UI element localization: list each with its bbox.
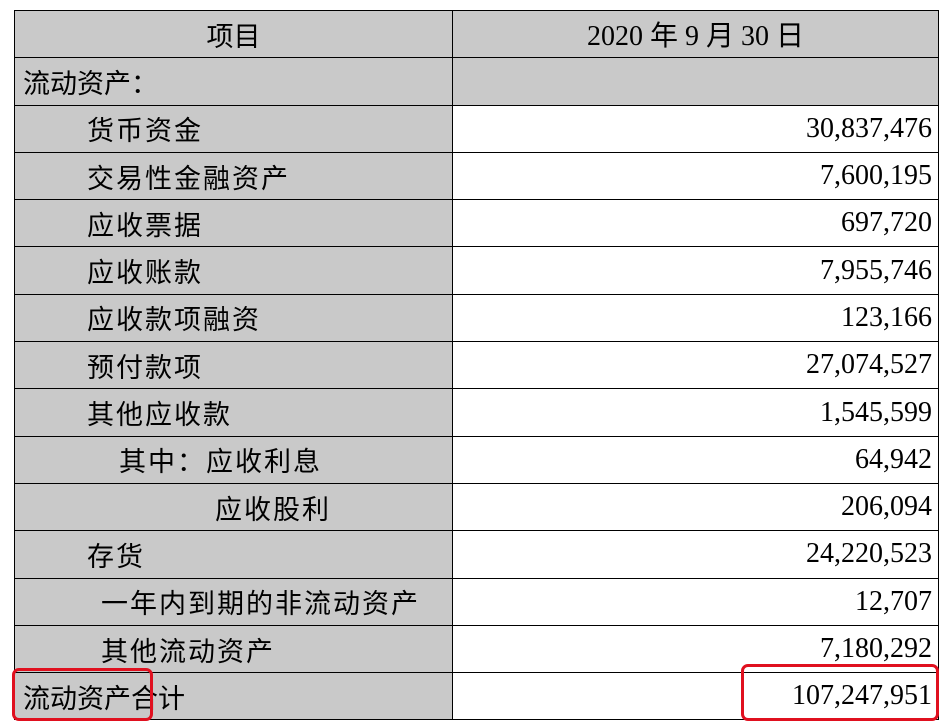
- row-label-prepayments: 预付款项: [14, 341, 453, 390]
- row-label-accounts-receivable: 应收账款: [14, 246, 453, 295]
- row-label-total-current-assets: 流动资产合计: [14, 672, 453, 721]
- row-label-cash: 货币资金: [14, 104, 453, 153]
- table-header-row: 项目 2020 年 9 月 30 日: [14, 9, 939, 59]
- table-row: 其他应收款 1,545,599: [14, 388, 939, 437]
- table-row: 交易性金融资产 7,600,195: [14, 151, 939, 201]
- table-row: 流动资产合计 107,247,951: [14, 672, 939, 721]
- row-value-prepayments: 27,074,527: [452, 341, 939, 390]
- row-label-inventory: 存货: [14, 530, 453, 579]
- row-value-noncurrent-due-within-year: 12,707: [452, 577, 939, 626]
- row-value-receivables-financing: 123,166: [452, 293, 939, 343]
- column-header-item: 项目: [14, 9, 453, 59]
- table-row: 存货 24,220,523: [14, 530, 939, 579]
- row-value-current-assets: [452, 57, 939, 106]
- table-row: 其中：应收利息 64,942: [14, 435, 939, 484]
- row-value-interest-receivable: 64,942: [452, 435, 939, 484]
- table-row: 货币资金 30,837,476: [14, 104, 939, 153]
- current-assets-table: 项目 2020 年 9 月 30 日 流动资产： 货币资金 30,837,476…: [14, 9, 939, 721]
- table-row: 一年内到期的非流动资产 12,707: [14, 577, 939, 626]
- row-value-other-current-assets: 7,180,292: [452, 624, 939, 674]
- row-label-current-assets: 流动资产：: [14, 57, 453, 106]
- table-row: 应收股利 206,094: [14, 482, 939, 532]
- row-label-receivables-financing: 应收款项融资: [14, 293, 453, 343]
- row-label-interest-receivable: 其中：应收利息: [14, 435, 453, 484]
- table-row: 预付款项 27,074,527: [14, 341, 939, 390]
- row-label-dividends-receivable: 应收股利: [14, 482, 453, 532]
- table-row: 流动资产：: [14, 57, 939, 106]
- table-row: 应收账款 7,955,746: [14, 246, 939, 295]
- row-value-other-receivables: 1,545,599: [452, 388, 939, 437]
- row-label-trading-financial-assets: 交易性金融资产: [14, 151, 453, 201]
- row-value-accounts-receivable: 7,955,746: [452, 246, 939, 295]
- row-value-total-current-assets: 107,247,951: [452, 672, 939, 721]
- row-value-cash: 30,837,476: [452, 104, 939, 153]
- row-label-other-receivables: 其他应收款: [14, 388, 453, 437]
- balance-sheet: 项目 2020 年 9 月 30 日 流动资产： 货币资金 30,837,476…: [14, 9, 939, 721]
- table-row: 应收款项融资 123,166: [14, 293, 939, 343]
- row-label-notes-receivable: 应收票据: [14, 199, 453, 248]
- row-value-trading-financial-assets: 7,600,195: [452, 151, 939, 201]
- row-value-dividends-receivable: 206,094: [452, 482, 939, 532]
- column-header-date: 2020 年 9 月 30 日: [452, 9, 939, 59]
- row-label-other-current-assets: 其他流动资产: [14, 624, 453, 674]
- row-value-notes-receivable: 697,720: [452, 199, 939, 248]
- table-row: 其他流动资产 7,180,292: [14, 624, 939, 674]
- table-row: 应收票据 697,720: [14, 199, 939, 248]
- row-value-inventory: 24,220,523: [452, 530, 939, 579]
- row-label-noncurrent-due-within-year: 一年内到期的非流动资产: [14, 577, 453, 626]
